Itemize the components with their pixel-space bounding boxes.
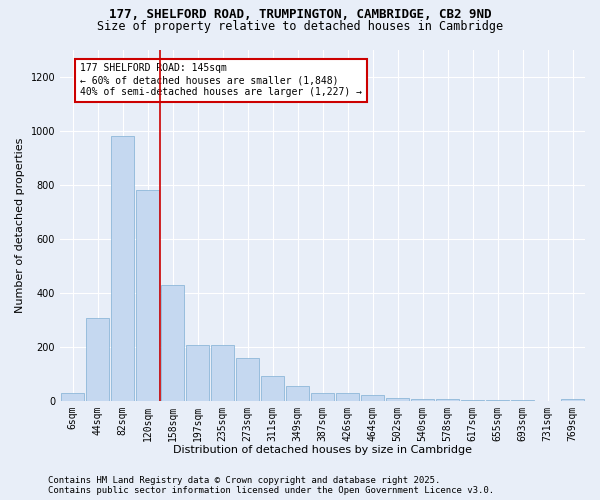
Bar: [211, 346, 234, 401]
Text: Contains public sector information licensed under the Open Government Licence v3: Contains public sector information licen…: [48, 486, 494, 495]
Bar: [261, 376, 284, 400]
Bar: [136, 190, 159, 400]
Bar: [286, 386, 309, 400]
Text: Contains HM Land Registry data © Crown copyright and database right 2025.: Contains HM Land Registry data © Crown c…: [48, 476, 440, 485]
Text: 177, SHELFORD ROAD, TRUMPINGTON, CAMBRIDGE, CB2 9ND: 177, SHELFORD ROAD, TRUMPINGTON, CAMBRID…: [109, 8, 491, 20]
Text: 177 SHELFORD ROAD: 145sqm
← 60% of detached houses are smaller (1,848)
40% of se: 177 SHELFORD ROAD: 145sqm ← 60% of detac…: [80, 64, 362, 96]
Bar: [311, 392, 334, 400]
Bar: [111, 136, 134, 400]
Bar: [361, 396, 384, 400]
Bar: [386, 398, 409, 400]
Bar: [236, 358, 259, 401]
Bar: [186, 346, 209, 401]
Y-axis label: Number of detached properties: Number of detached properties: [15, 138, 25, 313]
Bar: [161, 284, 184, 401]
X-axis label: Distribution of detached houses by size in Cambridge: Distribution of detached houses by size …: [173, 445, 472, 455]
Bar: [336, 392, 359, 400]
Bar: [86, 318, 109, 400]
Text: Size of property relative to detached houses in Cambridge: Size of property relative to detached ho…: [97, 20, 503, 33]
Bar: [61, 392, 84, 400]
